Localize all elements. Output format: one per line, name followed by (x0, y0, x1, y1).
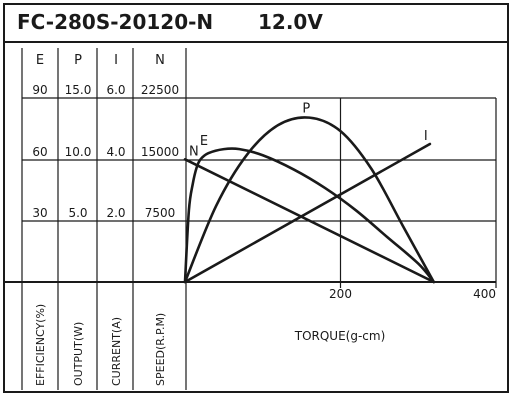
y-tick-label-i: 2.0 (106, 206, 125, 220)
series-i-label: I (424, 129, 428, 144)
chart-frame (3, 3, 509, 393)
series-i-curve (183, 142, 432, 284)
y-tick-label-p: 5.0 (68, 206, 87, 220)
y-axis-label-p: OUTPUT(W) (72, 322, 85, 386)
series-e-label: E (200, 134, 208, 149)
series-n-label: N (189, 144, 199, 159)
y-tick-label-i: 4.0 (106, 145, 125, 159)
series-p-curve (183, 116, 436, 284)
scale-key-e: E (36, 53, 44, 68)
x-axis-label: TORQUE(g-cm) (294, 329, 386, 343)
scale-key-i: I (114, 53, 118, 68)
y-tick-label-n: 15000 (141, 145, 179, 159)
y-tick-label-p: 10.0 (65, 145, 92, 159)
y-tick-label-e: 60 (32, 145, 47, 159)
scale-key-n: N (155, 53, 165, 68)
series-e-curve (183, 147, 436, 284)
voltage-label: 12.0V (258, 10, 323, 34)
y-tick-label-n: 7500 (145, 206, 176, 220)
series-p-label: P (302, 102, 310, 117)
y-tick-label-e: 90 (32, 83, 47, 97)
x-tick-label: 400 (473, 287, 496, 301)
y-axis-label-n: SPEED(R.P.M) (154, 313, 167, 386)
y-axis-label-i: CURRENT(A) (110, 317, 123, 386)
y-tick-label-p: 15.0 (65, 83, 92, 97)
x-tick-label: 200 (329, 287, 352, 301)
y-tick-label-i: 6.0 (106, 83, 125, 97)
y-tick-label-e: 30 (32, 206, 47, 220)
y-tick-label-n: 22500 (141, 83, 179, 97)
series-n-curve (183, 158, 436, 284)
chart-title: FC-280S-20120-N (17, 10, 213, 34)
y-axis-label-e: EFFICIENCY(%) (34, 304, 47, 386)
scale-key-p: P (74, 53, 82, 68)
